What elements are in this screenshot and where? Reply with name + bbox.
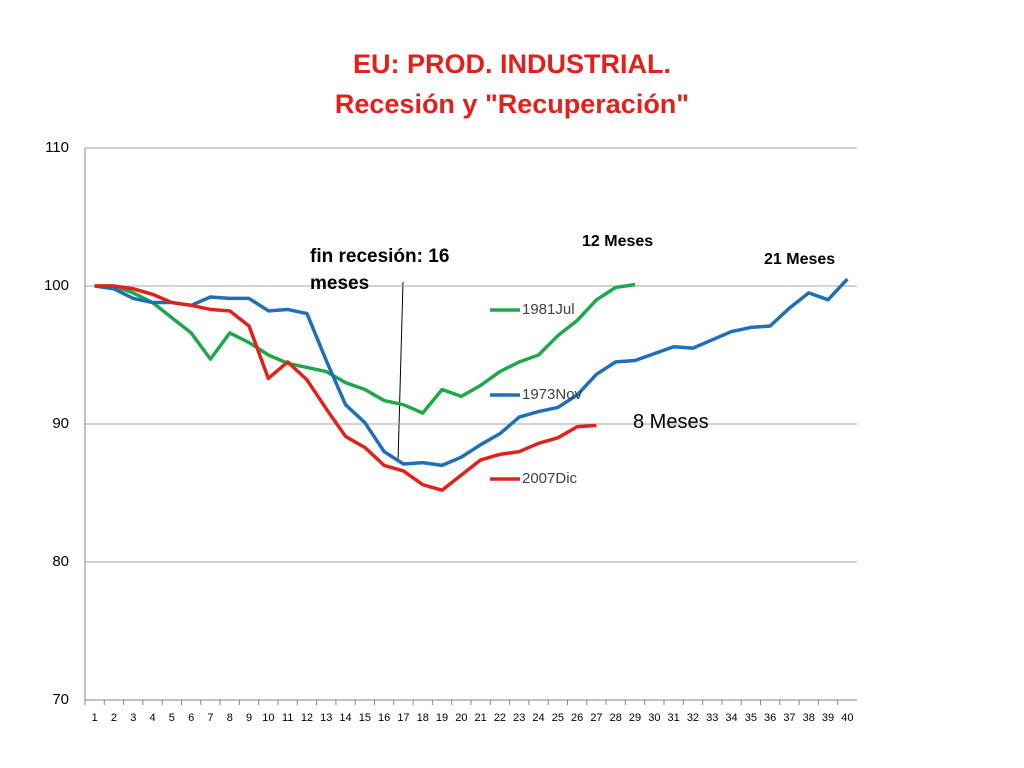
x-tick-label: 6 [188, 712, 194, 724]
x-tick-label: 10 [262, 712, 274, 724]
series-line [94, 282, 636, 415]
x-tick-label: 16 [378, 712, 390, 724]
x-tick-label: 26 [571, 712, 583, 724]
x-tick-label: 11 [282, 712, 293, 724]
x-tick-label: 28 [610, 712, 622, 724]
x-tick-label: 17 [397, 712, 409, 724]
x-tick-label: 13 [320, 712, 332, 724]
y-tick-label: 110 [45, 139, 69, 156]
x-tick-label: 34 [725, 712, 737, 724]
chart-title: EU: PROD. INDUSTRIAL. [353, 49, 671, 79]
annotation: 8 Meses [633, 411, 709, 433]
y-tick-label: 80 [52, 553, 69, 570]
legend-label: 2007Dic [522, 470, 578, 487]
x-tick-label: 9 [246, 712, 252, 724]
x-tick-label: 2 [111, 712, 117, 724]
y-tick-label: 90 [52, 415, 69, 432]
annotation: 21 Meses [764, 251, 836, 268]
series-line [94, 284, 597, 492]
x-tick-label: 40 [841, 712, 853, 724]
series-line [94, 277, 849, 468]
x-tick-label: 29 [629, 712, 641, 724]
x-tick-label: 23 [513, 712, 525, 724]
x-tick-label: 30 [648, 712, 660, 724]
x-tick-label: 25 [552, 712, 564, 724]
legend-label: 1973Nov [522, 386, 583, 403]
x-tick-label: 12 [301, 712, 313, 724]
x-tick-label: 38 [803, 712, 815, 724]
x-tick-label: 37 [783, 712, 795, 724]
x-tick-label: 32 [687, 712, 699, 724]
y-tick-label: 100 [44, 277, 69, 294]
x-tick-label: 1 [92, 712, 98, 724]
x-tick-label: 22 [494, 712, 506, 724]
annotation-arrow [397, 281, 404, 463]
x-tick-label: 36 [764, 712, 776, 724]
x-tick-label: 15 [359, 712, 371, 724]
x-tick-label: 4 [149, 712, 155, 724]
x-tick-label: 24 [532, 712, 544, 724]
x-tick-label: 21 [475, 712, 487, 724]
x-tick-label: 19 [436, 712, 448, 724]
y-tick-label: 70 [52, 691, 69, 708]
x-tick-label: 35 [745, 712, 757, 724]
x-tick-label: 39 [822, 712, 834, 724]
annotation: fin recesión: 16 meses [310, 246, 450, 294]
x-tick-label: 14 [339, 712, 351, 724]
x-tick-label: 20 [455, 712, 467, 724]
chart-title: Recesión y "Recuperación" [335, 89, 689, 119]
x-tick-label: 31 [668, 712, 680, 724]
legend-label: 1981Jul [522, 301, 575, 318]
x-tick-label: 3 [130, 712, 136, 724]
annotation: 12 Meses [582, 233, 654, 250]
x-tick-label: 8 [227, 712, 233, 724]
x-tick-label: 5 [169, 712, 175, 724]
x-tick-label: 7 [207, 712, 213, 724]
x-tick-label: 27 [590, 712, 602, 724]
x-tick-label: 33 [706, 712, 718, 724]
x-tick-label: 18 [417, 712, 429, 724]
